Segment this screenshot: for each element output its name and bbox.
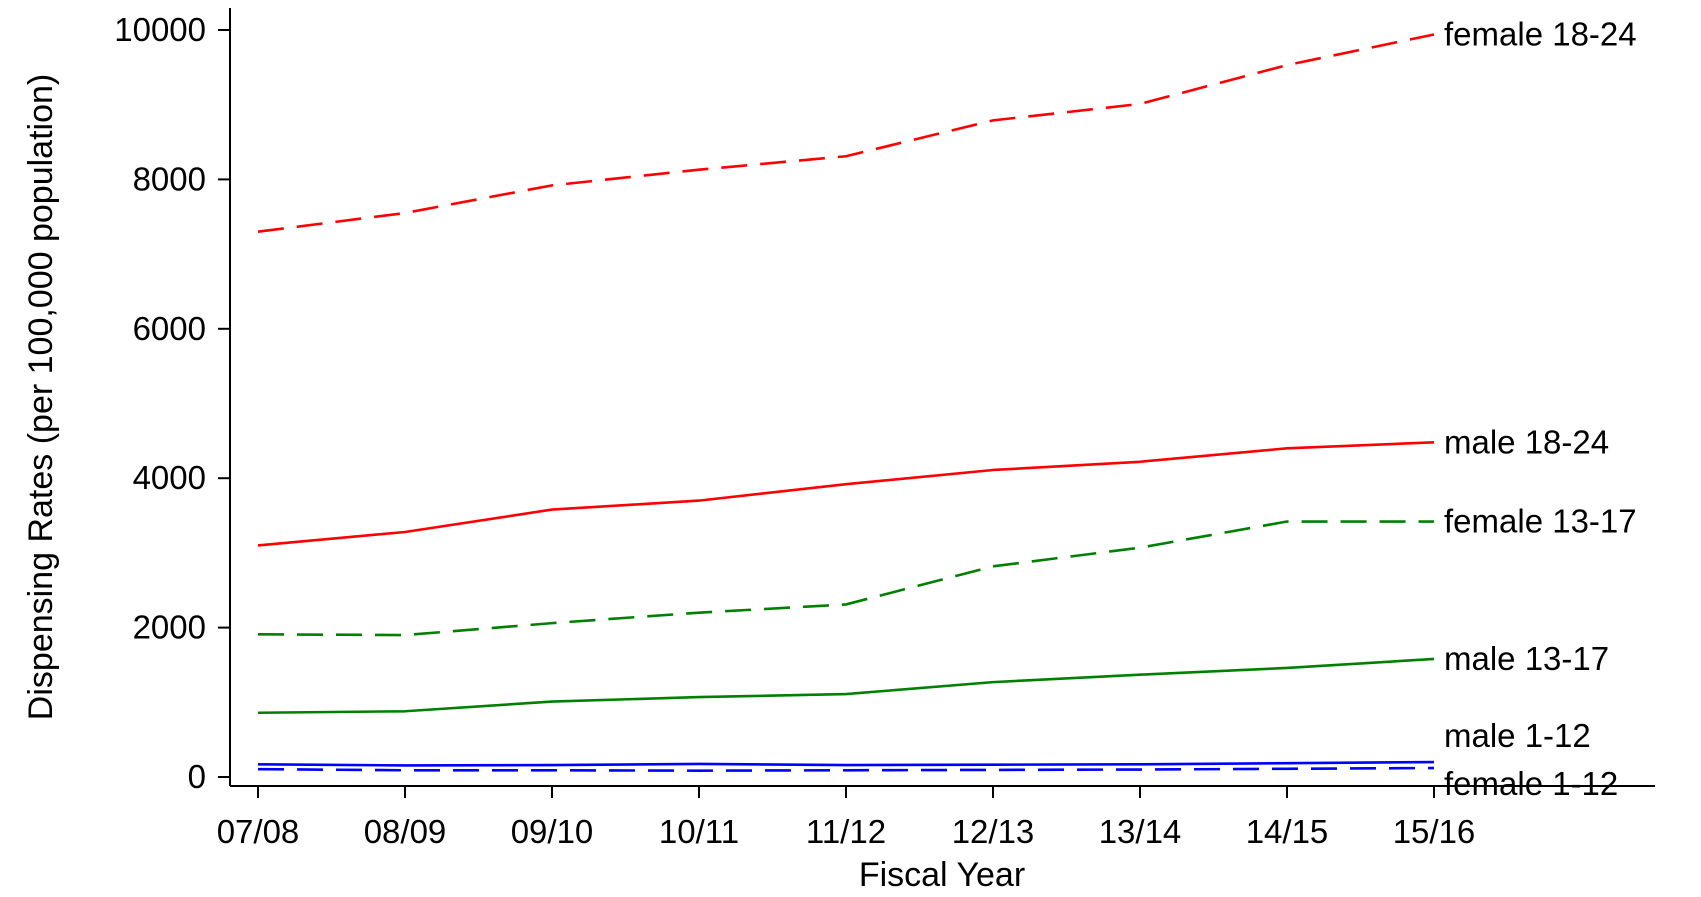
series-line-female-18-24 — [257, 33, 1435, 233]
x-axis-title: Fiscal Year — [859, 856, 1025, 894]
x-tick-label: 15/16 — [1393, 813, 1476, 850]
x-tick-label: 10/11 — [659, 813, 739, 850]
x-tick-label: 14/15 — [1246, 813, 1329, 850]
y-tick-label: 8000 — [133, 160, 206, 197]
y-axis-title: Dispensing Rates (per 100,000 population… — [22, 74, 60, 720]
series-line-female-1-12 — [257, 766, 1435, 772]
series-line-male-18-24 — [257, 441, 1435, 547]
x-tick-label: 12/13 — [952, 813, 1035, 850]
series-label: male 1-12 — [1444, 717, 1591, 754]
x-tick-label: 08/09 — [364, 813, 447, 850]
series-label: female 18-24 — [1444, 15, 1637, 52]
series-line-female-13-17 — [257, 520, 1434, 637]
y-tick-label: 2000 — [133, 609, 206, 646]
y-tick-label: 6000 — [133, 310, 206, 347]
y-axis-ticks: 0 2000 4000 6000 8000 10000 — [114, 11, 230, 795]
y-tick-label: 4000 — [133, 459, 206, 496]
y-tick-label: 0 — [188, 758, 206, 795]
x-axis-ticks: 07/08 08/09 09/10 10/11 11/12 12/13 13/14 14/15… — [217, 786, 1476, 850]
chart-axes — [229, 8, 1655, 787]
y-tick-label: 10000 — [114, 11, 206, 48]
series-label: female 1-12 — [1444, 765, 1618, 802]
series-label: male 18-24 — [1444, 423, 1609, 460]
x-tick-label: 09/10 — [511, 813, 594, 850]
series-label: male 13-17 — [1444, 640, 1609, 677]
series-line-male-1-12 — [257, 760, 1435, 767]
series-labels: female 18-24 male 18-24 female 13-17 male 1… — [1444, 15, 1637, 802]
x-tick-label: 11/12 — [806, 813, 886, 850]
x-tick-label: 07/08 — [217, 813, 300, 850]
series-lines — [257, 33, 1435, 772]
series-line-male-13-17 — [257, 657, 1435, 715]
x-tick-label: 13/14 — [1099, 813, 1182, 850]
series-label: female 13-17 — [1444, 503, 1637, 540]
